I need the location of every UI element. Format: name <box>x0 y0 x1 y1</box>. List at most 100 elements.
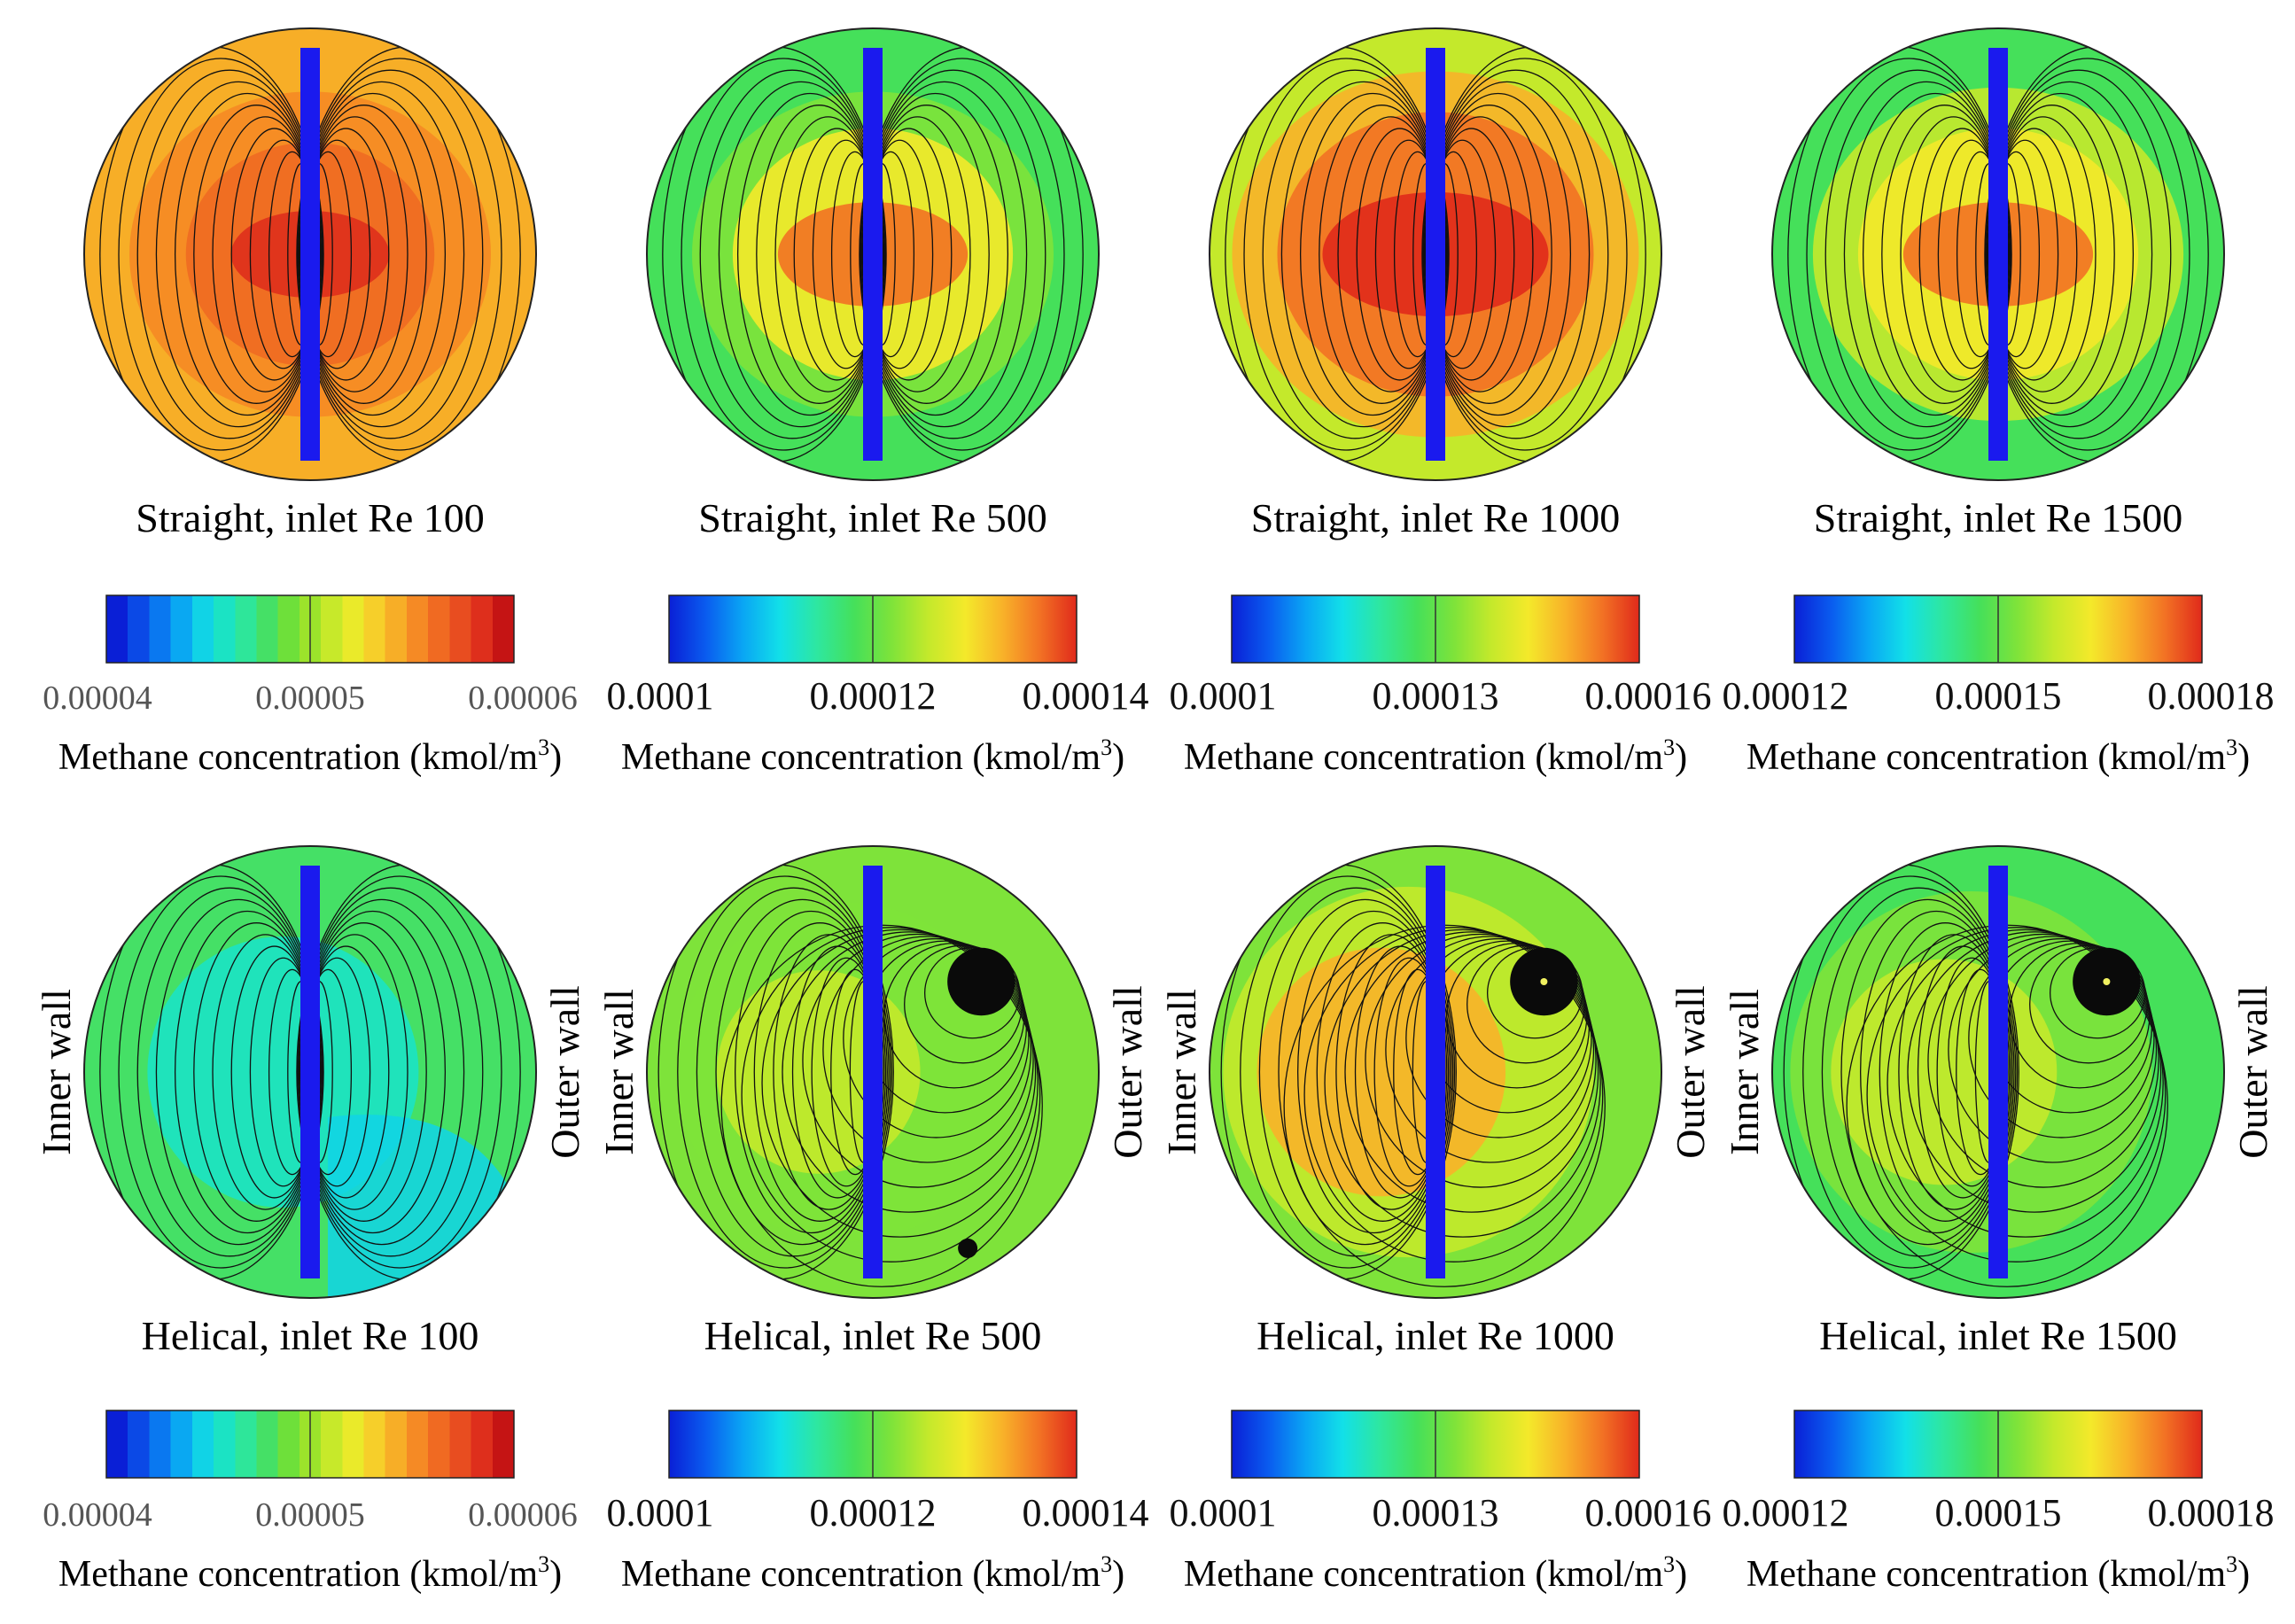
streamline <box>1987 81 2153 428</box>
streamline <box>1862 92 2009 416</box>
outer-wall-label: Outer wall <box>2230 985 2276 1158</box>
streamline <box>1802 875 2019 1269</box>
centre-divider <box>1426 866 1445 1278</box>
pipe-wall <box>1771 27 2225 481</box>
panel-title: Straight, inlet Re 500 <box>698 495 1047 540</box>
streamline <box>1258 887 1454 1257</box>
streamline <box>1296 910 1451 1234</box>
panel-helical-re-1000: Inner wall Outer wall Helical, inlet Re 10… <box>1159 845 1713 1595</box>
streamline <box>118 58 323 451</box>
streamline <box>1262 69 1448 439</box>
panel-title: Straight, inlet Re 100 <box>136 495 485 540</box>
centre-divider <box>1988 48 2008 461</box>
outer-wall-label: Outer wall <box>1668 985 1713 1158</box>
streamline <box>736 92 883 416</box>
streamline <box>1898 934 2011 1210</box>
colorbar-tick-label: 0.00014 <box>1023 1491 1149 1535</box>
streamline <box>1324 929 1601 1238</box>
streamline <box>297 875 502 1269</box>
streamline <box>681 58 886 451</box>
pipe-wall <box>1771 845 2225 1299</box>
panel-title: Straight, inlet Re 1500 <box>1814 495 2183 540</box>
streamline <box>1840 898 2015 1246</box>
streamline <box>741 927 1041 1263</box>
streamline <box>136 887 323 1257</box>
streamline <box>734 910 888 1234</box>
panel-straight-re-1000: Straight, inlet Re 1000 0.0001 0.00013 0.00… <box>1170 27 1712 778</box>
streamline <box>118 875 323 1269</box>
streamline <box>174 92 321 416</box>
colorbar-tick-label: 0.00018 <box>2148 674 2275 718</box>
streamline <box>1280 81 1447 428</box>
panel-helical-re-1500: Inner wall Outer wall Helical, inlet Re 15… <box>1722 845 2276 1595</box>
streamline <box>699 69 885 439</box>
streamline <box>1843 81 2010 428</box>
streamline <box>1806 58 2011 451</box>
colorbar-tick-label: 0.00006 <box>468 1496 578 1534</box>
colorbar-label: Methane concentration (kmol/m3) <box>58 1551 562 1595</box>
streamline <box>782 931 1037 1213</box>
inner-wall-label: Inner wall <box>596 989 642 1155</box>
streamline <box>300 910 447 1234</box>
streamline <box>1824 69 2011 439</box>
streamline <box>753 922 887 1222</box>
streamlines <box>657 864 1043 1287</box>
secondary-vortex <box>958 1238 978 1258</box>
streamline <box>1423 69 1609 439</box>
pipe-wall <box>83 845 537 1299</box>
colorbar-tick-label: 0.00013 <box>1373 1491 1499 1535</box>
contour-band <box>1831 959 2058 1185</box>
streamline <box>297 58 502 451</box>
pipe-wall <box>646 845 1100 1299</box>
vortex-core <box>947 947 1015 1016</box>
panel-straight-re-100: Straight, inlet Re 100 0.00004 0.00005 0.00… <box>43 27 578 778</box>
streamline <box>155 898 322 1246</box>
colorbar-tick-label: 0.00014 <box>1023 674 1149 718</box>
colorbar-tick-label: 0.00012 <box>1723 1491 1849 1535</box>
colorbar-label: Methane concentration (kmol/m3) <box>58 734 562 778</box>
streamline <box>1243 58 1449 451</box>
pipe-wall <box>646 27 1100 481</box>
panel-title: Helical, inlet Re 100 <box>142 1313 479 1358</box>
streamline <box>761 929 1039 1238</box>
streamline <box>155 81 322 428</box>
colorbar-label: Methane concentration (kmol/m3) <box>621 734 1124 778</box>
streamline <box>1887 929 2164 1238</box>
streamline <box>1866 927 2167 1263</box>
streamline <box>861 81 1028 428</box>
streamline <box>773 934 885 1210</box>
streamline <box>1859 910 2013 1234</box>
streamline <box>822 936 1032 1163</box>
colorbar-tick-label: 0.00012 <box>810 1491 937 1535</box>
colorbar-tick-label: 0.0001 <box>1170 1491 1277 1535</box>
streamline <box>1424 81 1591 428</box>
streamline <box>1240 875 1456 1269</box>
colorbar-label: Methane concentration (kmol/m3) <box>1184 1551 1687 1595</box>
streamline <box>136 69 323 439</box>
outer-wall-label: Outer wall <box>1105 985 1150 1158</box>
pipe-wall <box>83 27 537 481</box>
streamline <box>1385 936 1595 1163</box>
contour-band <box>1256 947 1506 1197</box>
streamline <box>1299 92 1446 416</box>
vortex-centre-dot <box>2103 978 2111 985</box>
streamline <box>677 875 893 1269</box>
streamline <box>715 898 890 1246</box>
streamline <box>1988 92 2135 416</box>
outer-wall-label: Outer wall <box>542 985 587 1158</box>
colorbar-tick-label: 0.0001 <box>607 674 714 718</box>
colorbar-tick-label: 0.00005 <box>255 680 365 717</box>
centre-divider <box>1988 866 2008 1278</box>
colorbar-tick-label: 0.00013 <box>1373 674 1499 718</box>
streamline <box>1335 934 1448 1210</box>
panel-title: Helical, inlet Re 1000 <box>1256 1313 1614 1358</box>
streamline <box>1405 937 1592 1138</box>
panel-title: Straight, inlet Re 1000 <box>1251 495 1621 540</box>
centre-divider <box>300 48 320 461</box>
colorbar-tick-label: 0.00006 <box>468 680 578 717</box>
streamline <box>1968 937 2155 1138</box>
streamline <box>1303 927 1604 1263</box>
colorbar-tick-label: 0.00004 <box>43 680 152 717</box>
vortex-centre-dot <box>1540 978 1548 985</box>
colorbar-label: Methane concentration (kmol/m3) <box>1747 1551 2250 1595</box>
